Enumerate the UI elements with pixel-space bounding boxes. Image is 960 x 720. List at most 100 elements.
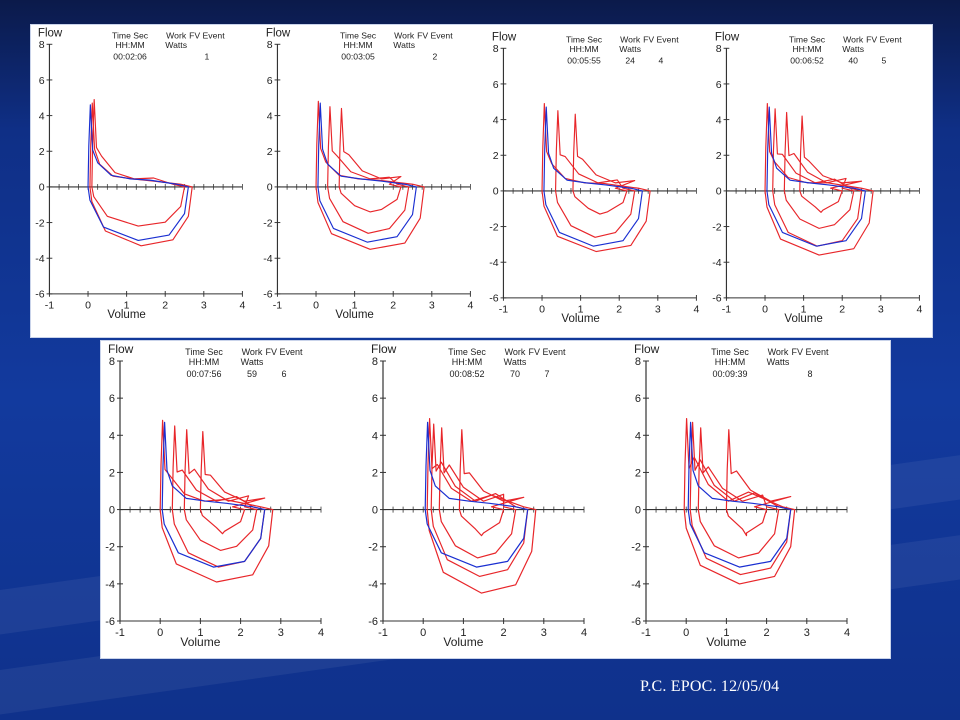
x-axis-title: Volume	[335, 309, 373, 321]
x-tick-label: 4	[239, 299, 245, 311]
x-tick-label: 3	[541, 627, 547, 639]
y-axis-title: Flow	[492, 32, 517, 44]
y-tick-label: 4	[716, 114, 722, 126]
x-tick-label: 1	[352, 299, 358, 311]
y-tick-label: -6	[489, 293, 499, 305]
y-tick-label: -2	[105, 542, 115, 554]
y-tick-label: 2	[372, 467, 378, 479]
x-tick-label: 0	[313, 299, 319, 311]
header-work-label: Work	[620, 35, 641, 45]
x-tick-label: 4	[581, 627, 587, 639]
x-tick-label: 4	[318, 627, 324, 639]
header-work-value: 40	[848, 56, 858, 66]
x-tick-label: 0	[420, 627, 426, 639]
baseline-loop	[317, 102, 417, 243]
header-work-unit: Watts	[241, 357, 264, 367]
flow-volume-chart: 8 6 4 2 0 -2 -4 -6-1 0 1 2 3 4 Flow Volume Time SecHH:M…	[368, 343, 587, 649]
y-tick-label: 4	[493, 114, 499, 126]
x-tick-label: 3	[429, 299, 435, 311]
x-tick-label: 2	[501, 627, 507, 639]
header-event-value: 2	[432, 52, 437, 62]
baseline-loop	[687, 421, 792, 568]
header-time-unit: HH:MM	[715, 357, 746, 367]
header-time-label: Time Sec	[711, 347, 749, 357]
y-tick-label: 0	[267, 182, 273, 194]
header-event-label: FV Event	[528, 347, 566, 357]
header-work-unit: Watts	[165, 40, 187, 50]
x-axis-title: Volume	[706, 635, 746, 649]
header-time-value: 00:09:39	[712, 369, 747, 379]
y-tick-label: -4	[105, 579, 115, 591]
exercise-loop	[327, 106, 410, 234]
flow-volume-chart: 8 6 4 2 0 -2 -4 -6-1 0 1 2 3 4 Flow Volume Time SecHH:M…	[263, 28, 473, 321]
exercise-loop	[438, 427, 517, 559]
y-tick-label: -2	[712, 221, 722, 233]
x-tick-label: 2	[238, 627, 244, 639]
y-tick-label: 0	[372, 505, 378, 517]
y-tick-label: 2	[109, 467, 115, 479]
header-event-label: FV Event	[866, 35, 902, 45]
x-tick-label: 0	[157, 627, 163, 639]
x-tick-label: 2	[390, 299, 396, 311]
exercise-loop	[458, 429, 525, 537]
x-axis-title: Volume	[107, 309, 145, 321]
header-work-unit: Watts	[619, 44, 641, 54]
x-tick-label: 3	[878, 303, 884, 315]
header-time-label: Time Sec	[340, 31, 377, 41]
exercise-loop	[764, 103, 874, 256]
header-time-unit: HH:MM	[343, 40, 372, 50]
header-event-value: 6	[281, 369, 286, 379]
header-work-label: Work	[394, 31, 415, 41]
top-chart-panel: 8 6 4 2 0 -2 -4 -6 -1 0 1 2 3 4 Flow Volume Time Sec HH:M…	[33, 27, 930, 335]
x-tick-label: 3	[804, 627, 810, 639]
y-tick-label: 6	[372, 393, 378, 405]
x-tick-label: 3	[201, 299, 207, 311]
x-tick-label: 1	[124, 299, 130, 311]
header-time-unit: HH:MM	[115, 40, 144, 50]
y-tick-label: -2	[368, 542, 378, 554]
header-event-value: 1	[204, 52, 209, 62]
y-tick-label: -2	[263, 217, 273, 229]
y-tick-label: 8	[716, 43, 722, 55]
x-tick-label: -1	[499, 303, 509, 315]
x-tick-label: -1	[273, 299, 283, 311]
exercise-loop	[683, 418, 796, 585]
x-tick-label: -1	[378, 627, 388, 639]
header-event-label: FV Event	[189, 31, 225, 41]
y-tick-label: -4	[712, 257, 722, 269]
y-tick-label: 2	[39, 146, 45, 158]
y-tick-label: 4	[267, 110, 273, 122]
y-tick-label: -6	[263, 289, 273, 301]
x-tick-label: -1	[115, 627, 125, 639]
x-tick-label: 1	[723, 627, 729, 639]
y-tick-label: 8	[372, 356, 378, 368]
y-axis-title: Flow	[715, 32, 740, 44]
exercise-loop	[783, 111, 855, 229]
y-tick-label: 6	[109, 393, 115, 405]
header-event-label: FV Event	[643, 35, 679, 45]
y-tick-label: 0	[635, 505, 641, 517]
y-tick-label: 8	[109, 356, 115, 368]
flow-volume-chart: 8 6 4 2 0 -2 -4 -6-1 0 1 2 3 4 Flow Volume Time SecHH:M…	[631, 343, 850, 649]
header-time-value: 00:02:06	[113, 52, 147, 62]
slide-footer: P.C. EPOC. 12/05/04	[640, 678, 780, 695]
exercise-loop	[799, 115, 863, 213]
flow-volume-chart: 8 6 4 2 0 -2 -4 -6-1 0 1 2 3 4 Flow Volume Time SecHH:M…	[489, 32, 699, 325]
header-event-value: 4	[658, 56, 663, 66]
y-tick-label: -6	[368, 616, 378, 628]
y-tick-label: 8	[39, 39, 45, 51]
baseline-loop	[543, 106, 643, 247]
y-tick-label: 6	[39, 75, 45, 87]
x-tick-label: 1	[197, 627, 203, 639]
y-tick-label: 6	[493, 79, 499, 91]
x-tick-label: 1	[801, 303, 807, 315]
y-tick-label: 0	[109, 505, 115, 517]
header-time-label: Time Sec	[448, 347, 486, 357]
exercise-loop	[91, 99, 186, 227]
header-time-value: 00:03:05	[341, 52, 375, 62]
x-tick-label: 2	[764, 627, 770, 639]
header-work-unit: Watts	[842, 44, 864, 54]
y-axis-title: Flow	[634, 343, 660, 356]
y-tick-label: 4	[372, 430, 378, 442]
